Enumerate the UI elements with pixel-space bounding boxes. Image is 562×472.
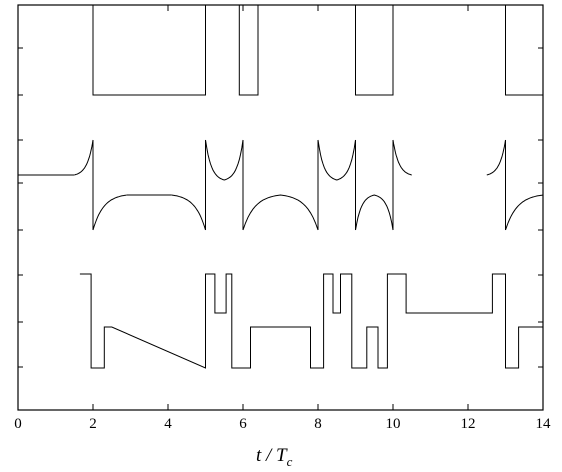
middle-panel-segment xyxy=(92,194,127,231)
middle-panel-segment xyxy=(355,194,394,231)
ticks-layer xyxy=(17,5,544,410)
plot-frame xyxy=(17,4,544,411)
top-panel-trace xyxy=(18,4,543,96)
x-tick-label: 14 xyxy=(536,416,552,432)
x-tick-label: 0 xyxy=(14,416,22,432)
x-axis-label: t / Tc xyxy=(256,445,293,469)
middle-panel-segment xyxy=(505,194,544,231)
middle-panel-segment xyxy=(74,139,94,176)
x-tick-labels: 0 2 4 6 8 10 12 14 xyxy=(14,416,551,432)
x-tick-label: 10 xyxy=(386,416,401,432)
middle-panel-segment xyxy=(392,139,412,176)
x-axis-label-main: t / T xyxy=(256,445,288,466)
middle-panel-segment xyxy=(242,194,319,231)
middle-panel-segment xyxy=(486,139,506,176)
middle-panel-segment xyxy=(171,194,206,231)
middle-panel-segment xyxy=(205,139,244,181)
middle-panel-segment xyxy=(317,139,356,181)
x-axis-label-sub: c xyxy=(287,454,293,469)
x-tick-label: 12 xyxy=(461,416,476,432)
x-tick-label: 8 xyxy=(314,416,322,432)
x-tick-label: 6 xyxy=(239,416,247,432)
bottom-panel-trace xyxy=(79,273,543,369)
traces-layer xyxy=(18,4,544,369)
x-tick-label: 2 xyxy=(89,416,97,432)
x-tick-label: 4 xyxy=(164,416,172,432)
